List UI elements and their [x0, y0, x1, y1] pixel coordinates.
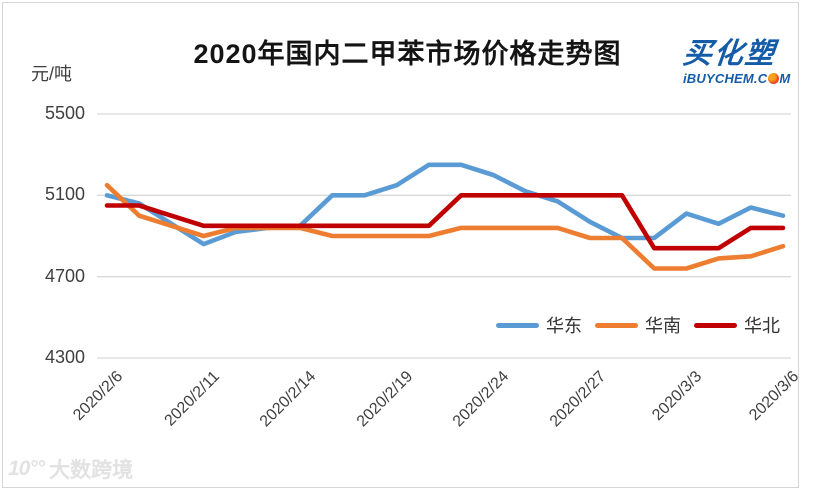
brand-logo: 买化塑 iBUYCHEM.C M — [681, 38, 801, 85]
legend-swatch-huanan — [595, 322, 638, 328]
legend-label-huabei: 华北 — [744, 316, 780, 336]
legend-item-huadong: 华东 — [496, 312, 582, 338]
brand-site-suffix: M — [779, 71, 791, 86]
brand-site-prefix: iBUYCHEM.C — [683, 71, 768, 86]
chart-legend: 华东 华南 华北 — [478, 312, 798, 338]
watermark: 10°° 大数跨境 — [8, 454, 133, 484]
y-tick-label: 5100 — [44, 184, 85, 205]
legend-swatch-huabei — [694, 322, 737, 328]
brand-logo-site: iBUYCHEM.C M — [683, 72, 801, 85]
y-tick-label: 4300 — [44, 347, 85, 367]
series-line-华东 — [104, 162, 786, 247]
series-line-华南 — [104, 182, 786, 271]
y-axis-unit-label: 元/吨 — [31, 64, 73, 84]
legend-label-huanan: 华南 — [645, 316, 681, 336]
series-line-华北 — [104, 193, 786, 251]
y-tick-label: 5500 — [44, 103, 85, 123]
legend-label-huadong: 华东 — [546, 316, 582, 336]
legend-item-huabei: 华北 — [694, 312, 780, 338]
watermark-text: 大数跨境 — [49, 459, 134, 482]
page-title: 2020年国内二甲苯市场价格走势图 — [193, 39, 622, 70]
legend-swatch-huadong — [496, 322, 539, 328]
globe-icon — [767, 73, 779, 84]
watermark-logo-icon: 10°° — [8, 457, 45, 480]
legend-item-huanan: 华南 — [595, 312, 681, 338]
y-tick-label: 4700 — [44, 265, 85, 286]
